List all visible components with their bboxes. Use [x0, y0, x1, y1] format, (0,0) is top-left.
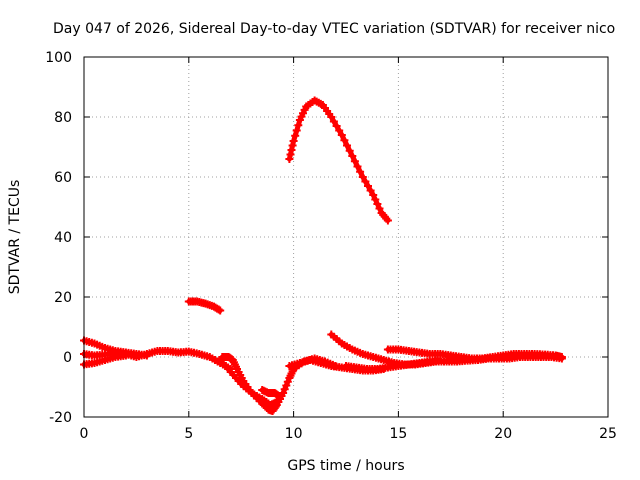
data-point — [353, 162, 362, 171]
x-tick-label: 15 — [389, 426, 407, 442]
data-point — [121, 351, 130, 360]
data-point — [216, 306, 225, 315]
data-point — [327, 113, 336, 121]
y-tick-label: 100 — [45, 50, 72, 66]
y-tick-label: -20 — [49, 410, 72, 426]
x-tick-label: 25 — [599, 426, 617, 442]
series-arc-late-c — [342, 356, 445, 373]
data-point — [345, 146, 354, 155]
data-point — [348, 152, 357, 160]
x-tick-label: 0 — [80, 426, 89, 442]
data-point — [375, 204, 384, 213]
data-point — [358, 173, 367, 181]
data-point — [329, 117, 338, 126]
data-series — [80, 96, 566, 415]
data-point — [361, 177, 370, 186]
y-axis-ticks: -20 0 20 40 60 80 100 — [45, 50, 608, 426]
series-arc-dip-b — [218, 353, 281, 409]
series-arc-baseline-c — [80, 351, 130, 369]
x-axis-ticks: 0 5 10 15 20 25 — [80, 57, 617, 442]
x-tick-label: 20 — [494, 426, 512, 442]
data-point — [285, 155, 294, 163]
data-point — [274, 392, 283, 400]
chart-title: Day 047 of 2026, Sidereal Day-to-day VTE… — [53, 21, 615, 37]
data-point — [356, 167, 365, 176]
x-tick-label: 10 — [285, 426, 303, 442]
data-point — [332, 122, 341, 130]
data-point — [289, 137, 298, 145]
series-arc-late-b — [383, 345, 566, 363]
data-point — [335, 126, 344, 135]
series-arc-high — [285, 96, 392, 225]
x-tick-label: 5 — [184, 426, 193, 442]
data-point — [294, 121, 303, 130]
y-axis-title: SDTVAR / TECUs — [7, 180, 23, 295]
data-point — [373, 200, 382, 208]
y-tick-label: 0 — [63, 350, 72, 366]
series-arc-18 — [184, 297, 225, 315]
data-point — [337, 131, 346, 139]
data-point — [282, 381, 291, 390]
data-point — [557, 353, 566, 361]
data-point — [340, 136, 349, 145]
data-point — [350, 157, 359, 166]
y-tick-label: 60 — [54, 170, 72, 186]
data-point — [436, 356, 445, 364]
data-point — [280, 385, 289, 394]
series-arc-late-a — [327, 330, 566, 369]
data-point — [292, 126, 301, 135]
data-point — [383, 216, 392, 225]
x-axis-title: GPS time / hours — [287, 458, 404, 474]
data-point — [291, 131, 300, 140]
data-point — [142, 351, 151, 360]
data-point — [279, 389, 288, 397]
data-point — [272, 398, 281, 406]
series-band — [286, 98, 391, 223]
series-arc-dip-c — [258, 386, 283, 400]
data-point — [283, 377, 292, 386]
plot-frame — [83, 56, 609, 418]
y-tick-label: 20 — [54, 290, 72, 306]
y-tick-label: 40 — [54, 230, 72, 246]
data-point — [369, 191, 378, 199]
series-arc-baseline-b — [80, 336, 151, 360]
y-tick-label: 80 — [54, 110, 72, 126]
series-band — [219, 354, 280, 408]
data-point — [343, 141, 351, 150]
data-point — [366, 186, 375, 195]
data-point — [287, 146, 296, 154]
data-point — [364, 182, 372, 190]
data-point — [371, 195, 380, 204]
